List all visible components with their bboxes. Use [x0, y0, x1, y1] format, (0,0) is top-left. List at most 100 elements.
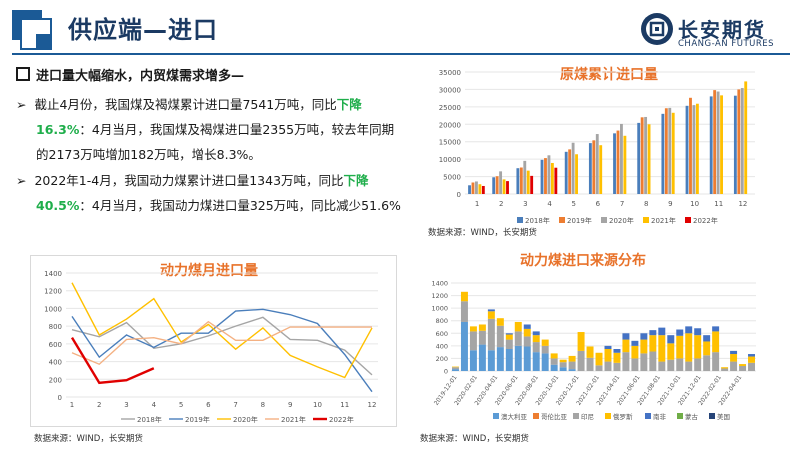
bar-segment — [667, 335, 675, 344]
bullet-1: ➢ 截止4月份，我国煤及褐煤累计进口量7541万吨，同比下降 16.3%：4月当月… — [16, 97, 395, 162]
bar — [530, 175, 534, 194]
bar-segment — [649, 330, 657, 336]
bar-segment — [568, 369, 576, 371]
bar-segment — [550, 364, 558, 371]
bar — [540, 159, 544, 194]
bar — [664, 108, 668, 194]
bar-segment — [496, 325, 504, 348]
bar-segment — [631, 358, 639, 371]
bar — [733, 95, 737, 194]
legend-swatch — [709, 413, 715, 419]
legend-swatch — [645, 413, 651, 419]
y-tick-label: 200 — [436, 355, 448, 363]
bar-segment — [622, 339, 630, 353]
x-tick-label: 12 — [368, 401, 377, 409]
y-tick-label: 1200 — [431, 292, 448, 300]
page-title: 供应端—进口 — [68, 16, 218, 44]
bar-segment — [703, 341, 711, 356]
bar-segment — [613, 362, 621, 371]
bar-segment — [469, 326, 477, 332]
y-tick-label: 0 — [457, 191, 461, 199]
bar-segment — [595, 352, 603, 366]
bar — [516, 168, 520, 194]
x-tick-label: 4 — [152, 401, 157, 409]
bar-segment — [667, 343, 675, 360]
bar-segment — [676, 335, 684, 359]
bar-segment — [541, 353, 549, 371]
bar-segment — [469, 350, 477, 371]
bar-segment — [478, 330, 486, 345]
bar — [499, 171, 503, 194]
x-tick-label: 9 — [668, 200, 672, 208]
legend-swatch — [601, 217, 607, 223]
y-tick-label: 15000 — [439, 139, 461, 147]
bar-segment — [721, 368, 729, 371]
bar-segment — [514, 321, 522, 332]
x-tick-label: 7 — [233, 401, 237, 409]
bar-segment — [514, 345, 522, 371]
bar-segment — [532, 331, 540, 336]
x-tick-label: 8 — [644, 200, 648, 208]
bar — [599, 145, 603, 194]
bar — [685, 105, 689, 194]
bar-segment — [460, 301, 468, 322]
bar-segment — [730, 350, 738, 355]
x-tick-label: 1 — [475, 200, 479, 208]
bar — [616, 130, 620, 194]
series-line — [71, 308, 373, 393]
bar-segment — [649, 335, 657, 352]
bar — [644, 116, 648, 194]
bar — [620, 123, 623, 194]
legend-label: 2022年 — [693, 216, 718, 225]
bar-segment — [505, 339, 513, 349]
bar-segment — [604, 361, 612, 371]
y-tick-label: 600 — [436, 330, 448, 338]
bar-segment — [541, 339, 549, 346]
bullet-main: 进口量大幅缩水，内贸煤需求增多— — [16, 64, 244, 89]
series-line — [71, 282, 373, 379]
bar-segment — [559, 367, 567, 371]
x-tick-label: 10 — [690, 200, 699, 208]
bar-segment — [694, 358, 702, 371]
series-line — [70, 337, 155, 385]
y-tick-label: 400 — [436, 342, 448, 350]
bar — [506, 181, 509, 194]
source-note-cumulative: 数据来源：WIND，长安期货 — [428, 228, 537, 238]
chart-origin: 02004006008001000120014002019-12-012020-… — [431, 280, 756, 421]
bar-segment — [577, 332, 585, 351]
bar-segment — [505, 333, 513, 335]
legend-swatch — [677, 413, 683, 419]
bar-segment — [739, 364, 747, 366]
bar-segment — [631, 340, 639, 346]
bar-segment — [658, 335, 666, 362]
bar-segment — [739, 365, 747, 371]
legend-swatch — [685, 217, 691, 223]
legend-swatch — [605, 413, 611, 419]
x-tick-label: 3 — [523, 200, 527, 208]
legend-label: 2021年 — [281, 415, 306, 424]
bar-segment — [559, 362, 567, 368]
bar — [647, 124, 651, 194]
legend-swatch — [533, 413, 539, 419]
bar-segment — [712, 352, 720, 371]
bar — [495, 176, 499, 194]
bar — [550, 162, 554, 194]
source-note-origin: 数据来源：WIND，长安期货 — [420, 434, 529, 444]
bar-segment — [703, 335, 711, 342]
x-tick-label: 11 — [714, 200, 723, 208]
legend-swatch — [517, 217, 523, 223]
x-tick-label: 8 — [261, 401, 265, 409]
bar — [613, 133, 616, 194]
x-tick-label: 6 — [596, 200, 601, 208]
bar-segment — [568, 355, 576, 362]
legend-swatch — [559, 217, 565, 223]
y-tick-label: 0 — [58, 394, 62, 402]
bar — [740, 88, 744, 194]
bar — [692, 105, 696, 194]
bar-segment — [487, 318, 495, 351]
source-note-monthly: 数据来源：WIND，长安期货 — [34, 434, 143, 444]
legend-label: 俄罗斯 — [613, 412, 633, 421]
y-tick-label: 35000 — [439, 69, 461, 77]
